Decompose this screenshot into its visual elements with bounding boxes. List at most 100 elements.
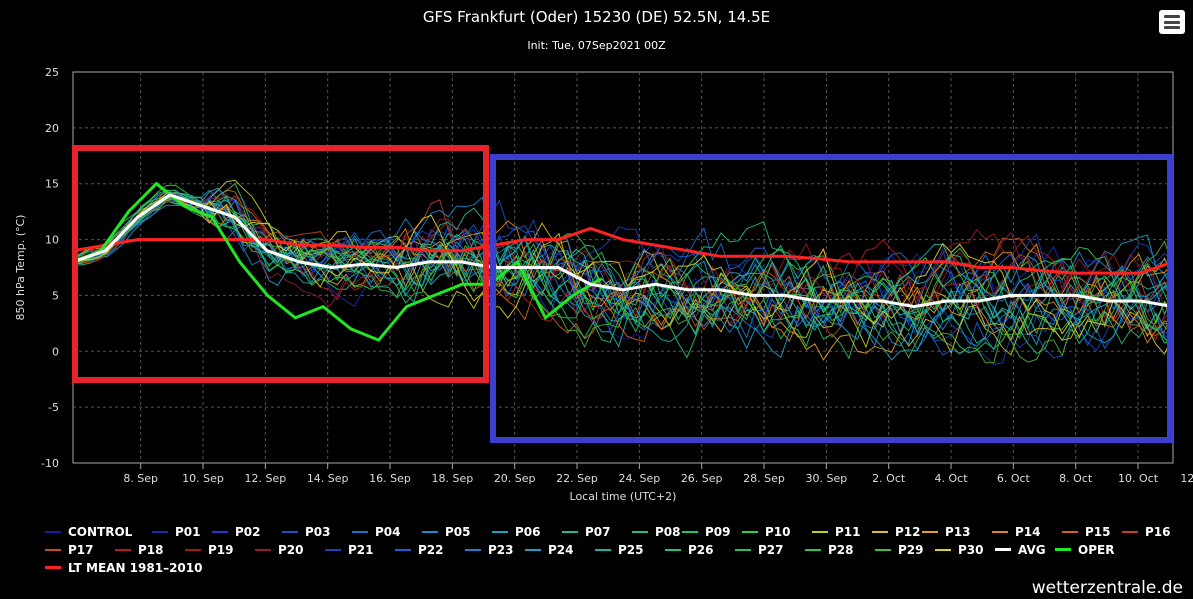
legend-label: P15	[1085, 525, 1111, 539]
legend-label: CONTROL	[68, 525, 133, 539]
legend-symbol	[682, 531, 698, 533]
x-axis-label: Local time (UTC+2)	[570, 490, 677, 503]
legend-symbol	[805, 549, 821, 551]
legend-label: P07	[585, 525, 611, 539]
x-tick-label: 24. Sep	[618, 472, 660, 485]
legend-symbol	[992, 531, 1008, 533]
legend-label: P16	[1145, 525, 1171, 539]
legend-symbol	[922, 531, 938, 533]
x-tick-label: 8. Oct	[1059, 472, 1093, 485]
y-tick-label: 20	[45, 122, 59, 135]
legend-label: P04	[375, 525, 401, 539]
legend-symbol	[1122, 531, 1138, 533]
legend-label: P24	[548, 543, 574, 557]
legend-label: P17	[68, 543, 94, 557]
x-tick-label: 16. Sep	[369, 472, 411, 485]
legend-symbol	[632, 531, 648, 533]
legend-label: P10	[765, 525, 791, 539]
x-tick-label: 6. Oct	[997, 472, 1031, 485]
legend-label: P02	[235, 525, 261, 539]
x-tick-label: 26. Sep	[681, 472, 723, 485]
oper-line	[72, 181, 602, 342]
legend-symbol	[562, 531, 578, 533]
legend-symbol	[465, 549, 481, 551]
legend-label: P27	[758, 543, 784, 557]
legend-symbol	[665, 549, 681, 551]
legend-symbol	[282, 531, 298, 533]
legend-label: AVG	[1018, 543, 1046, 557]
ensemble-member-line	[72, 196, 1174, 361]
x-tick-label: 10. Sep	[182, 472, 224, 485]
x-tick-label: 12. Oct	[1180, 472, 1193, 485]
legend-label: P01	[175, 525, 201, 539]
hamburger-menu-icon[interactable]	[1159, 10, 1185, 34]
chart-title: GFS Frankfurt (Oder) 15230 (DE) 52.5N, 1…	[422, 8, 771, 26]
legend-symbol	[325, 549, 341, 551]
legend-label: P30	[958, 543, 984, 557]
legend-symbol	[395, 549, 411, 551]
legend-label: P11	[835, 525, 861, 539]
legend-symbol	[525, 549, 541, 551]
ensemble-member-line	[72, 202, 1174, 359]
x-tick-label: 4. Oct	[935, 472, 969, 485]
x-tick-label: 12. Sep	[244, 472, 286, 485]
ensemble-member-line	[72, 179, 1174, 356]
y-tick-label: 0	[52, 345, 59, 358]
legend-label: P20	[278, 543, 304, 557]
legend-label: P28	[828, 543, 854, 557]
legend-symbol	[742, 531, 758, 533]
y-tick-label: 25	[45, 66, 59, 79]
legend-symbol	[115, 549, 131, 551]
chart-plot: 25 20 15 10 5 0 -5 -10 8. Sep 10. Sep 12. Sep 14. S…	[14, 66, 1193, 503]
legend-label: P12	[895, 525, 921, 539]
legend-symbol	[735, 549, 751, 551]
x-tick-label: 8. Sep	[123, 472, 158, 485]
legend-symbol	[492, 531, 508, 533]
legend-symbol	[1055, 548, 1071, 551]
legend-label: P23	[488, 543, 514, 557]
legend-symbol	[935, 549, 951, 551]
legend-symbol	[352, 531, 368, 533]
x-tick-label: 22. Sep	[556, 472, 598, 485]
legend-label: P13	[945, 525, 971, 539]
legend-label: P22	[418, 543, 444, 557]
ensemble-member-line	[72, 182, 1174, 335]
legend-symbol	[872, 531, 888, 533]
legend-label: P21	[348, 543, 374, 557]
avg-line	[72, 193, 1174, 309]
legend-label: P06	[515, 525, 541, 539]
y-axis-label: 850 hPa Temp. (°C)	[14, 215, 27, 321]
y-tick-label: -10	[41, 457, 59, 470]
x-tick-label: 10. Oct	[1118, 472, 1159, 485]
ensemble-member-line	[72, 189, 1174, 343]
legend-label: P09	[705, 525, 731, 539]
x-tick-label: 2. Oct	[872, 472, 906, 485]
legend-symbol	[152, 531, 168, 533]
highlight-box-blue	[490, 154, 1173, 443]
legend-label: P05	[445, 525, 471, 539]
x-tick-label: 14. Sep	[307, 472, 349, 485]
legend-symbol	[995, 548, 1011, 551]
legend-label: P18	[138, 543, 164, 557]
legend-symbol	[212, 531, 228, 533]
legend-label: P29	[898, 543, 924, 557]
legend-symbol	[185, 549, 201, 551]
legend-label: LT MEAN 1981–2010	[68, 561, 203, 575]
legend-symbol	[45, 531, 61, 533]
y-tick-label: 10	[45, 234, 59, 247]
legend-label: OPER	[1078, 543, 1115, 557]
credit-text: wetterzentrale.de	[1031, 578, 1183, 598]
ensemble-member-line	[72, 194, 1174, 319]
ensemble-member-line	[72, 192, 1174, 344]
y-tick-label: 5	[52, 289, 59, 302]
x-tick-label: 30. Sep	[805, 472, 847, 485]
legend-label: P25	[618, 543, 644, 557]
x-tick-label: 28. Sep	[743, 472, 785, 485]
y-tick-label: 15	[45, 178, 59, 191]
legend-symbol	[255, 549, 271, 551]
x-tick-label: 18. Sep	[431, 472, 473, 485]
legend-label: P26	[688, 543, 714, 557]
legend-symbol	[45, 566, 61, 569]
ensemble-member-line	[72, 192, 1174, 355]
legend-symbol	[45, 549, 61, 551]
